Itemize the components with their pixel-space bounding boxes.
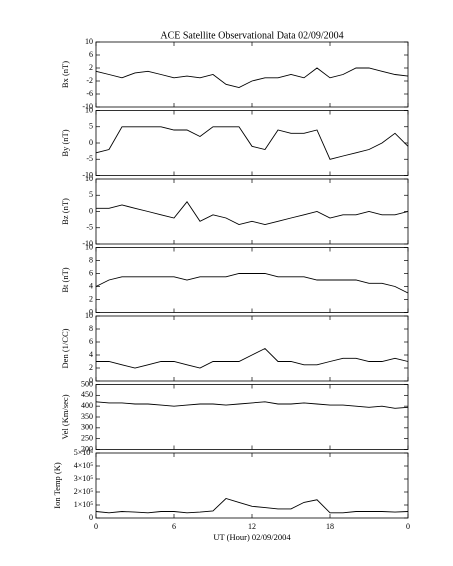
y-tick-label: 200 (81, 444, 93, 453)
data-line (96, 347, 409, 369)
y-tick-label: 8 (89, 324, 93, 333)
y-tick-label: 0 (89, 138, 93, 147)
y-tick-label: 10 (85, 174, 93, 183)
data-line (95, 273, 409, 294)
y-tick-label: 6 (89, 268, 93, 277)
y-tick-label: 0 (89, 206, 93, 215)
panel-frame (95, 110, 409, 176)
panel-frame (95, 247, 409, 313)
data-line (95, 67, 409, 88)
y-tick-label: 2×10⁵ (74, 487, 94, 496)
y-tick-label: -2 (86, 76, 93, 85)
y-tick-label: -10 (82, 239, 93, 248)
y-tick-label: 500 (81, 379, 93, 388)
x-tick-label: 0 (406, 522, 410, 531)
y-tick-label: 5×10⁵ (74, 448, 94, 457)
y-tick-label: -10 (82, 170, 93, 179)
y-tick-label: 2 (89, 294, 93, 303)
y-axis-label: Bt (nT) (60, 267, 70, 292)
y-tick-label: 4×10⁵ (74, 461, 94, 470)
y-axis-label: Bx (nT) (60, 61, 70, 88)
y-axis-label: By (nT) (60, 129, 70, 156)
x-tick-label: 0 (94, 522, 98, 531)
x-axis-label: UT (Hour) 02/09/2004 (213, 532, 291, 542)
y-axis-label: Vel (Km/sec) (60, 394, 70, 439)
y-tick-label: 400 (81, 401, 93, 410)
y-tick-label: 250 (81, 433, 93, 442)
y-tick-label: 10 (85, 105, 93, 114)
chart-title: ACE Satellite Observational Data 02/09/2… (160, 30, 343, 41)
panel-frame (95, 315, 409, 382)
y-tick-label: -5 (86, 223, 93, 232)
panel-frame (95, 178, 409, 245)
x-tick-label: 12 (248, 522, 256, 531)
y-tick-label: 6 (89, 50, 93, 59)
y-tick-label: 5 (89, 122, 93, 131)
y-tick-label: 450 (81, 390, 93, 399)
y-tick-label: 5 (89, 190, 93, 199)
y-tick-label: 6 (89, 337, 93, 346)
panel-frame (95, 384, 409, 450)
y-tick-label: 10 (85, 311, 93, 320)
y-tick-label: 10 (85, 242, 93, 251)
y-tick-label: 3×10⁵ (74, 474, 94, 483)
panel-frame (95, 452, 409, 519)
data-line (95, 497, 409, 514)
y-tick-label: 4 (89, 281, 93, 290)
y-tick-label: 10 (85, 37, 93, 46)
y-tick-label: 0 (89, 376, 93, 385)
y-tick-label: 350 (81, 412, 93, 421)
y-tick-label: 0 (89, 513, 93, 522)
y-axis-label: Den (1/CC) (60, 328, 70, 368)
y-tick-label: 2 (89, 363, 93, 372)
data-line (95, 126, 409, 160)
y-tick-label: 4 (89, 350, 93, 359)
y-axis-label: Ion Temp (K) (52, 462, 62, 509)
data-line (95, 401, 409, 409)
y-tick-label: 8 (89, 255, 93, 264)
y-tick-label: 0 (89, 307, 93, 316)
y-tick-label: -10 (82, 102, 93, 111)
y-tick-label: 1×10⁵ (74, 500, 94, 509)
x-tick-label: 6 (172, 522, 176, 531)
x-tick-label: 18 (326, 522, 334, 531)
panel-frame (95, 41, 409, 108)
y-tick-label: 2 (89, 63, 93, 72)
y-axis-label: Bz (nT) (60, 198, 70, 225)
y-tick-label: -6 (86, 89, 93, 98)
data-line (96, 201, 409, 225)
y-tick-label: -5 (86, 154, 93, 163)
y-tick-label: 300 (81, 423, 93, 432)
